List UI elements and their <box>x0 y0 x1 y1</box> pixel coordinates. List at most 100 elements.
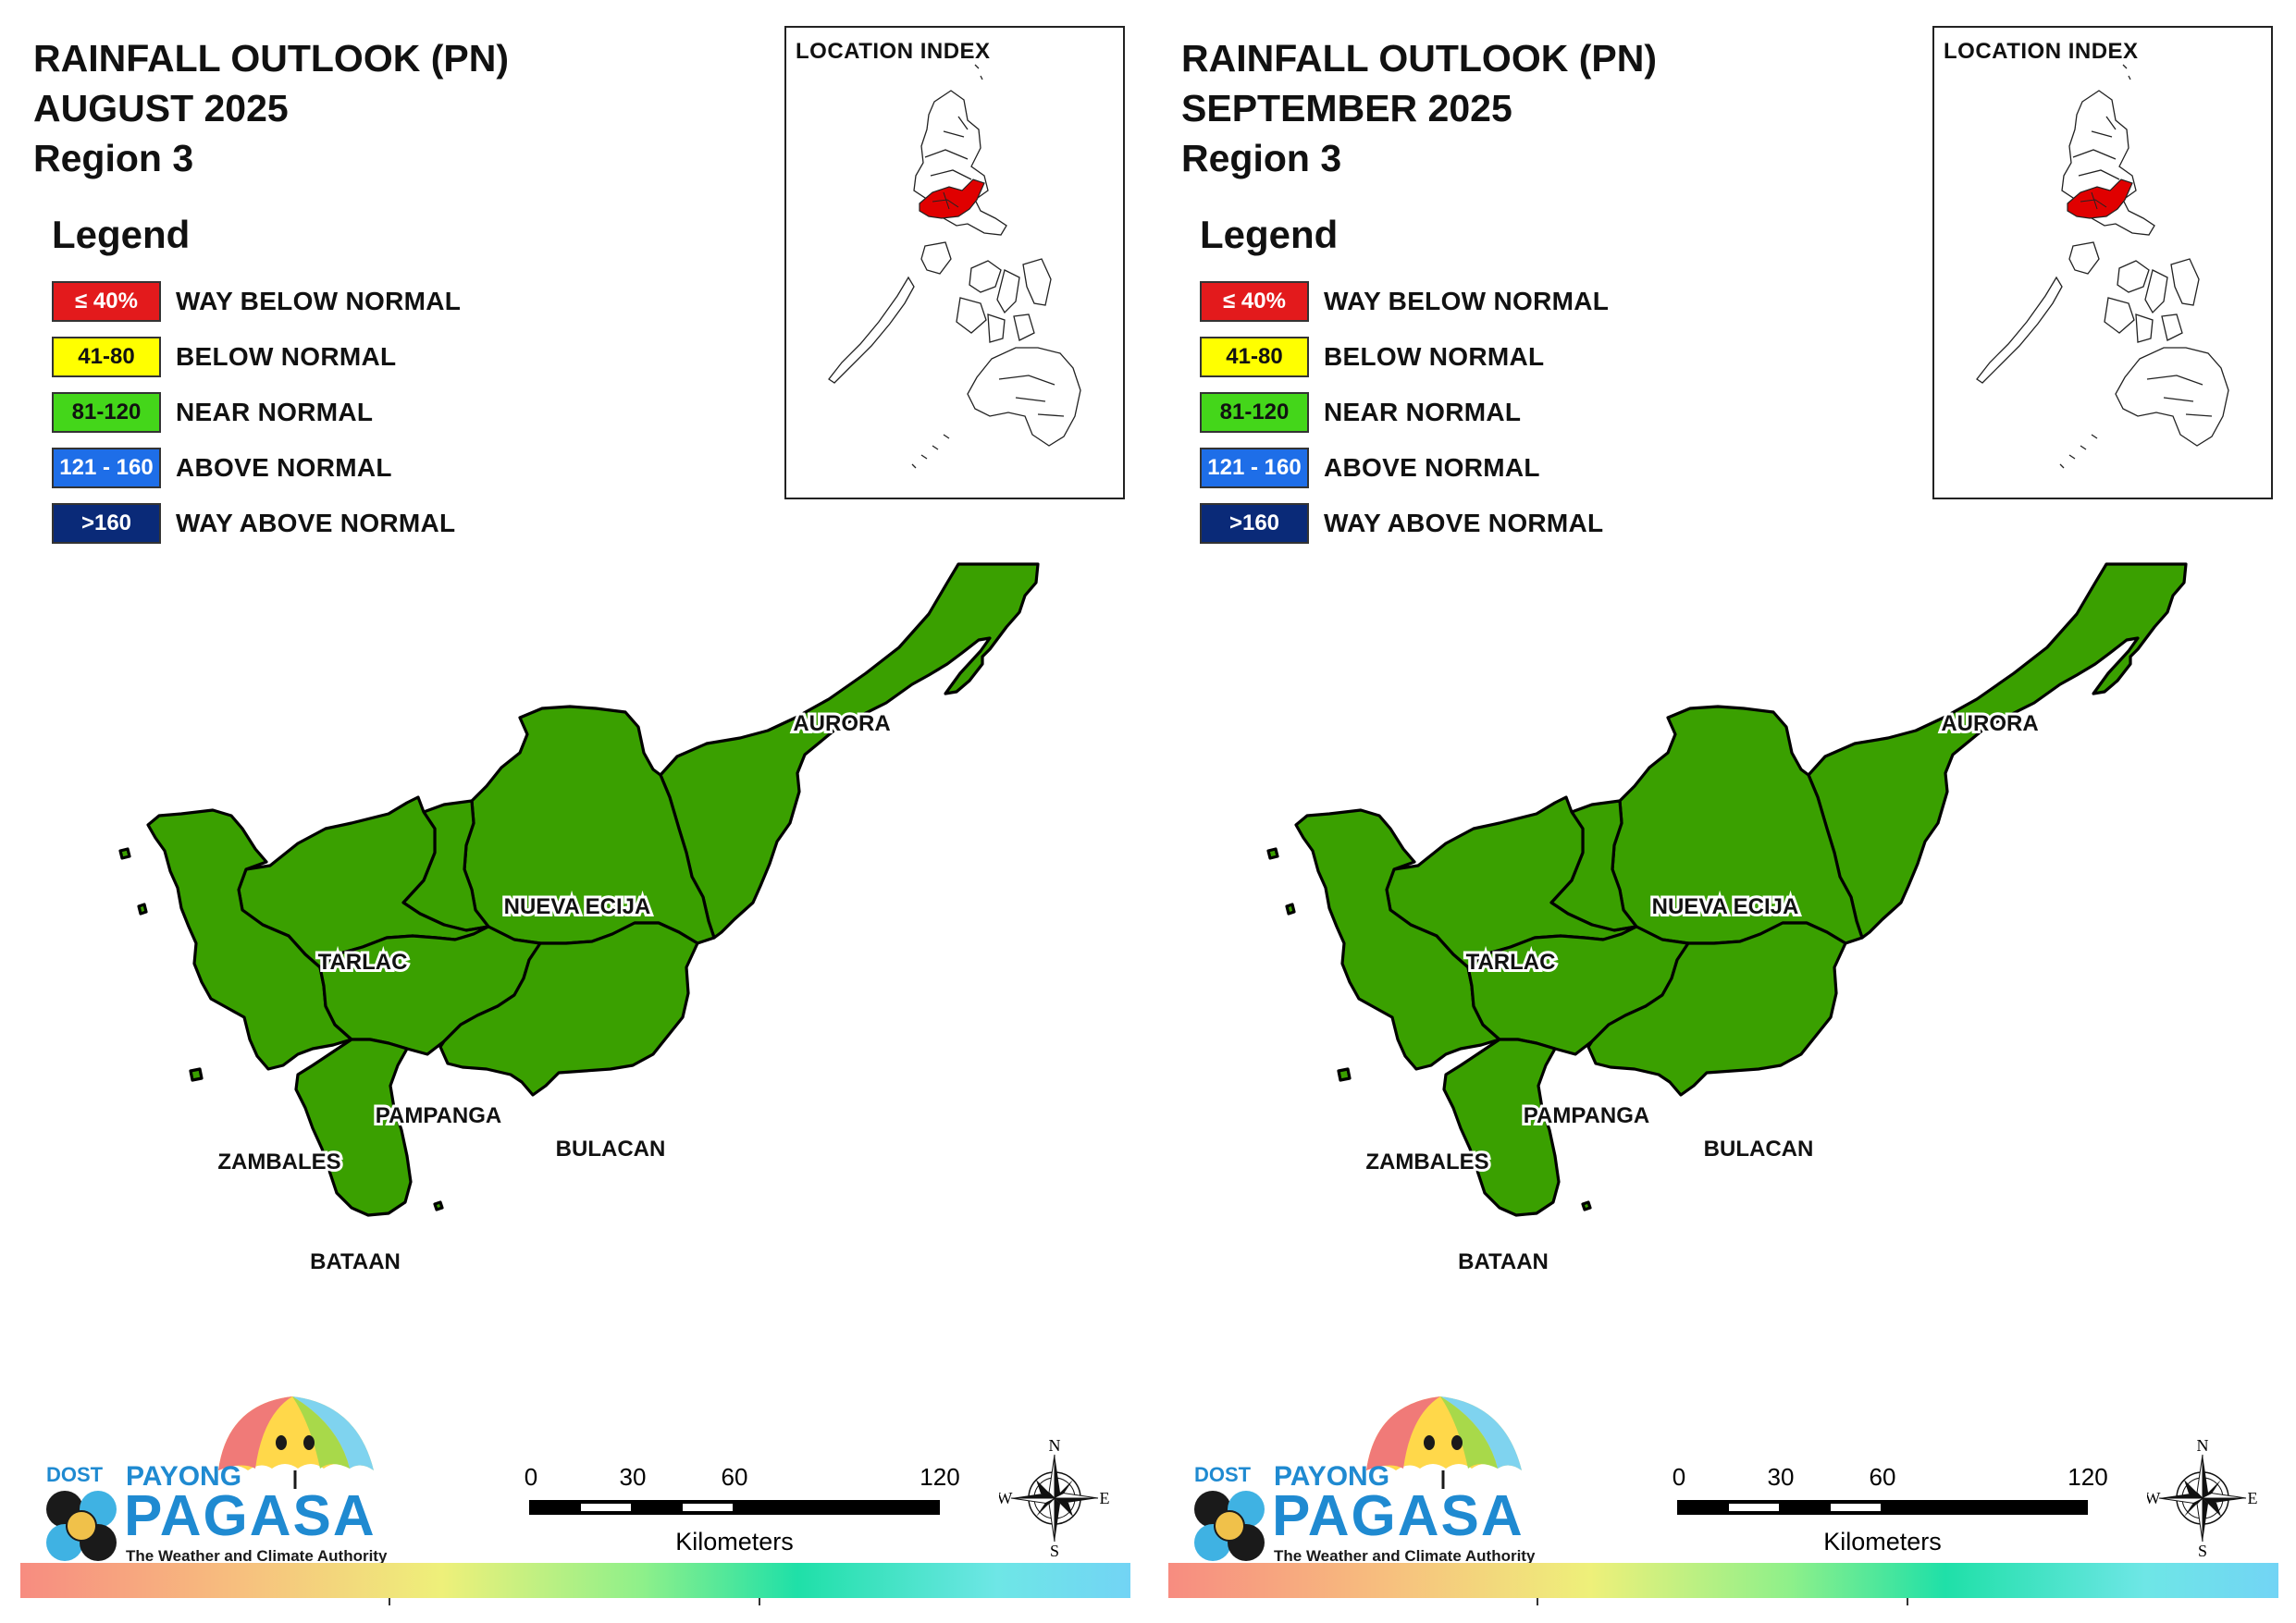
compass-s: S <box>2198 1542 2207 1558</box>
scale-tick-60: 60 <box>1870 1463 1896 1491</box>
title-line-1: RAINFALL OUTLOOK (PN) <box>33 37 509 80</box>
logo-tagline: The Weather and Climate Authority <box>126 1547 388 1565</box>
province-label: AURORA <box>793 711 890 736</box>
title-region: Region 3 <box>33 137 194 179</box>
philippines-inset-map <box>1976 64 2229 469</box>
legend-swatch: 121 - 160 <box>1200 448 1309 488</box>
outlook-panel-august: RAINFALL OUTLOOK (PN) AUGUST 2025 Region… <box>20 26 1130 1605</box>
legend-label: NEAR NORMAL <box>1324 398 1522 426</box>
province-label: NUEVA ECIJA <box>1652 894 1799 919</box>
province-label: PAMPANGA <box>376 1103 501 1128</box>
legend-swatch: 41-80 <box>1200 337 1309 377</box>
legend-swatch: >160 <box>1200 503 1309 544</box>
legend-swatch: ≤ 40% <box>1200 281 1309 322</box>
legend-item: 81-120 NEAR NORMAL <box>52 392 514 435</box>
outlook-panel-september: RAINFALL OUTLOOK (PN) SEPTEMBER 2025 Reg… <box>1148 0 2296 1623</box>
province-zambales <box>146 808 353 1071</box>
scale-unit: Kilometers <box>1823 1528 1942 1555</box>
map-title: RAINFALL OUTLOOK (PN) AUGUST 2025 Region… <box>33 33 509 183</box>
legend-item: ≤ 40% WAY BELOW NORMAL <box>52 281 514 324</box>
scale-bar: 0 30 60 120 Kilometers <box>1666 1457 2129 1559</box>
legend-item: 121 - 160 ABOVE NORMAL <box>1200 448 1662 490</box>
compass-n: N <box>1049 1438 1061 1455</box>
province-label: BULACAN <box>1704 1137 1814 1162</box>
legend-label: WAY ABOVE NORMAL <box>176 509 456 537</box>
legend-heading: Legend <box>52 213 191 256</box>
legend-item: 121 - 160 ABOVE NORMAL <box>52 448 514 490</box>
province-label: BATAAN <box>310 1249 401 1274</box>
legend-item: >160 WAY ABOVE NORMAL <box>1200 503 1662 546</box>
province-aurora <box>659 562 1040 940</box>
scale-tick-0: 0 <box>525 1463 537 1491</box>
scale-tick-0: 0 <box>1673 1463 1685 1491</box>
province-label: NUEVA ECIJA <box>504 894 651 919</box>
compass-rose-icon: N S W E <box>997 1436 1110 1560</box>
province-bulacan <box>438 921 699 1097</box>
scale-tick-30: 30 <box>620 1463 647 1491</box>
logo-tagline: The Weather and Climate Authority <box>1274 1547 1536 1565</box>
payong-pagasa-logo: DOST PAYONG PAGASA The Weather and Clima… <box>1181 1387 1551 1572</box>
legend-swatch: ≤ 40% <box>52 281 161 322</box>
payong-pagasa-logo: DOST PAYONG PAGASA The Weather and Clima… <box>33 1387 403 1572</box>
legend-label: ABOVE NORMAL <box>176 453 392 482</box>
province-label: PAMPANGA <box>1524 1103 1649 1128</box>
legend-label: NEAR NORMAL <box>176 398 374 426</box>
legend-swatch: 41-80 <box>52 337 161 377</box>
compass-w: W <box>999 1489 1013 1507</box>
legend-label: WAY ABOVE NORMAL <box>1324 509 1604 537</box>
gradient-tick <box>759 1598 760 1605</box>
region-3-highlight <box>919 178 985 219</box>
gradient-tick <box>1907 1598 1908 1605</box>
legend-swatch: 81-120 <box>52 392 161 433</box>
legend-label: WAY BELOW NORMAL <box>1324 287 1610 315</box>
dost-flower-icon <box>46 1491 117 1561</box>
logo-dost: DOST <box>46 1463 104 1486</box>
legend-item: 81-120 NEAR NORMAL <box>1200 392 1662 435</box>
region-3-map: AURORA NUEVA ECIJA TARLAC PAMPANGA BULACAN ZA… <box>118 562 1040 1277</box>
gradient-tick <box>389 1598 390 1605</box>
compass-s: S <box>1050 1542 1059 1558</box>
logo-pagasa: PAGASA <box>124 1484 376 1548</box>
logo-dost: DOST <box>1194 1463 1252 1486</box>
scale-bar: 0 30 60 120 Kilometers <box>518 1457 981 1559</box>
province-bataan <box>294 1038 413 1217</box>
logo-pagasa: PAGASA <box>1272 1484 1524 1548</box>
province-bataan <box>1442 1038 1561 1217</box>
scale-unit: Kilometers <box>675 1528 794 1555</box>
province-label: BULACAN <box>556 1137 666 1162</box>
legend-item: 41-80 BELOW NORMAL <box>1200 337 1662 379</box>
province-label: TARLAC <box>1466 950 1556 975</box>
compass-e: E <box>1100 1489 1110 1507</box>
umbrella-icon <box>1366 1396 1522 1489</box>
compass-n: N <box>2197 1438 2209 1455</box>
title-region: Region 3 <box>1181 137 1342 179</box>
legend-label: WAY BELOW NORMAL <box>176 287 462 315</box>
province-bulacan <box>1586 921 1847 1097</box>
inset-title: LOCATION INDEX <box>1944 39 2139 64</box>
philippines-inset-map <box>828 64 1081 469</box>
legend-swatch: 121 - 160 <box>52 448 161 488</box>
province-label: ZAMBALES <box>217 1150 340 1174</box>
legend-label: BELOW NORMAL <box>176 342 397 371</box>
logo-payong: PAYONG <box>1274 1461 1389 1492</box>
legend-item: ≤ 40% WAY BELOW NORMAL <box>1200 281 1662 324</box>
legend-swatch: >160 <box>52 503 161 544</box>
province-aurora <box>1807 562 2188 940</box>
title-month: SEPTEMBER 2025 <box>1181 87 1512 129</box>
umbrella-icon <box>218 1396 374 1489</box>
scale-tick-120: 120 <box>920 1463 959 1491</box>
compass-w: W <box>2147 1489 2161 1507</box>
region-3-map: AURORA NUEVA ECIJA TARLAC PAMPANGA BULACAN ZA… <box>1266 562 2188 1277</box>
province-label: TARLAC <box>318 950 408 975</box>
location-index-inset: LOCATION INDEX <box>784 26 1125 499</box>
compass-rose-icon: N S W E <box>2145 1436 2258 1560</box>
gradient-tick <box>1537 1598 1538 1605</box>
dost-flower-icon <box>1194 1491 1265 1561</box>
location-index-inset: LOCATION INDEX <box>1932 26 2273 499</box>
color-gradient-bar <box>20 1563 1130 1598</box>
region-3-highlight <box>2067 178 2133 219</box>
color-gradient-bar <box>1168 1563 2278 1598</box>
scale-tick-120: 120 <box>2068 1463 2107 1491</box>
legend-label: ABOVE NORMAL <box>1324 453 1540 482</box>
compass-e: E <box>2248 1489 2258 1507</box>
